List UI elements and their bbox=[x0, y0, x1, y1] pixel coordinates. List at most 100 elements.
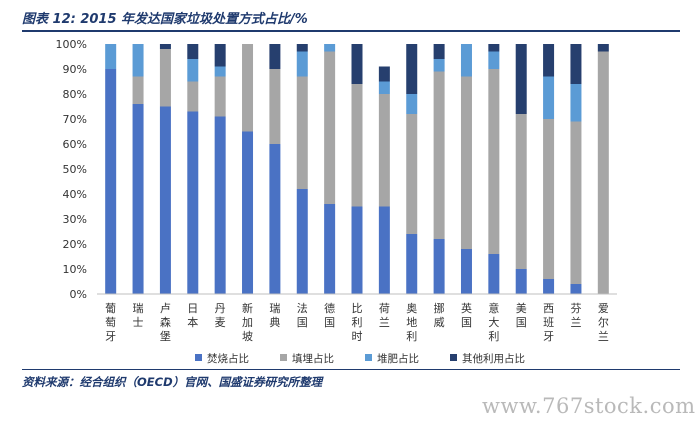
bar-segment-incineration bbox=[433, 239, 445, 294]
x-category-label: 日本 bbox=[187, 302, 198, 329]
bar-segment-landfill bbox=[242, 44, 254, 132]
bar-segment-incineration bbox=[132, 104, 144, 294]
bar-segment-incineration bbox=[351, 206, 363, 294]
bar-segment-other bbox=[159, 44, 171, 49]
bar-segment-incineration bbox=[378, 206, 390, 294]
legend-label: 堆肥占比 bbox=[377, 352, 419, 365]
y-tick-label: 10% bbox=[63, 263, 87, 276]
bar-segment-landfill bbox=[597, 51, 609, 294]
x-category-label: 卢森堡 bbox=[160, 302, 171, 343]
y-tick-label: 100% bbox=[56, 38, 87, 51]
legend-swatch-incineration bbox=[195, 354, 202, 361]
bar-segment-landfill bbox=[187, 81, 199, 112]
legend-swatch-compost bbox=[365, 354, 372, 361]
bar-segment-incineration bbox=[105, 69, 117, 294]
y-tick-label: 40% bbox=[63, 188, 87, 201]
x-category-label: 瑞典 bbox=[269, 301, 280, 329]
bar-segment-other bbox=[214, 44, 226, 67]
x-category-label: 西班牙 bbox=[543, 302, 554, 343]
y-tick-label: 80% bbox=[63, 88, 87, 101]
bar-segment-landfill bbox=[269, 69, 281, 144]
x-category-label: 德国 bbox=[324, 301, 335, 329]
bar-segment-landfill bbox=[515, 114, 527, 269]
bar-segment-incineration bbox=[515, 269, 527, 294]
legend-label: 焚烧占比 bbox=[207, 352, 249, 365]
bar-segment-incineration bbox=[570, 284, 582, 294]
bar-segment-landfill bbox=[433, 71, 445, 239]
bar-segment-compost bbox=[132, 44, 144, 77]
x-category-label: 瑞士 bbox=[133, 301, 144, 329]
bar-segment-other bbox=[296, 44, 308, 52]
stacked-bar-chart: 0% 10% 20% 30% 40% 50% 60% 70% 80% 90% 100% 葡萄牙 瑞士卢… bbox=[56, 38, 617, 365]
y-tick-label: 20% bbox=[63, 238, 87, 251]
x-category-label: 葡萄牙 bbox=[105, 302, 116, 343]
bar-segment-compost bbox=[543, 76, 555, 119]
bar-area bbox=[105, 44, 609, 294]
bar-segment-other bbox=[597, 44, 609, 52]
x-category-label: 荷兰 bbox=[379, 302, 390, 329]
bar-segment-incineration bbox=[488, 254, 500, 294]
bar-segment-compost bbox=[324, 44, 336, 52]
x-category-label: 意大利 bbox=[488, 301, 499, 343]
bar-segment-landfill bbox=[378, 94, 390, 207]
bar-segment-compost bbox=[488, 51, 500, 69]
legend-label: 填埋占比 bbox=[292, 352, 334, 365]
x-category-label: 英国 bbox=[461, 301, 472, 329]
x-category-label: 丹麦 bbox=[215, 302, 226, 329]
legend-label: 其他利用占比 bbox=[462, 352, 525, 365]
bar-segment-compost bbox=[406, 94, 418, 114]
bar-segment-landfill bbox=[488, 69, 500, 254]
watermark: www.767stock.com bbox=[482, 394, 696, 418]
footer-divider bbox=[22, 369, 680, 370]
bar-segment-incineration bbox=[460, 249, 472, 294]
bar-segment-other bbox=[543, 44, 555, 77]
bar-segment-landfill bbox=[324, 51, 336, 204]
x-category-label: 新加坡 bbox=[242, 301, 253, 343]
x-category-label: 挪威 bbox=[434, 301, 445, 329]
bar-segment-other bbox=[488, 44, 500, 52]
bar-segment-compost bbox=[214, 66, 226, 77]
legend-swatch-other bbox=[450, 354, 457, 361]
bar-segment-compost bbox=[433, 59, 445, 72]
x-category-label: 美国 bbox=[516, 302, 527, 329]
bar-segment-incineration bbox=[269, 144, 281, 294]
bar-segment-landfill bbox=[296, 76, 308, 189]
bar-segment-other bbox=[351, 44, 363, 84]
bar-segment-compost bbox=[570, 84, 582, 122]
y-tick-label: 50% bbox=[63, 163, 87, 176]
bar-segment-other bbox=[433, 44, 445, 59]
y-tick-label: 90% bbox=[63, 63, 87, 76]
bar-segment-landfill bbox=[214, 76, 226, 117]
bar-segment-other bbox=[570, 44, 582, 84]
bar-segment-incineration bbox=[159, 106, 171, 294]
x-category-label: 芬兰 bbox=[570, 302, 581, 329]
legend: 焚烧占比 填埋占比 堆肥占比 其他利用占比 bbox=[195, 352, 525, 365]
x-category-label: 奥地利 bbox=[406, 301, 417, 343]
bar-segment-other bbox=[187, 44, 199, 59]
bar-segment-landfill bbox=[406, 114, 418, 234]
bar-segment-incineration bbox=[324, 204, 336, 294]
bar-segment-incineration bbox=[296, 189, 308, 294]
bar-segment-landfill bbox=[159, 49, 171, 107]
bar-segment-other bbox=[515, 44, 527, 114]
bar-segment-other bbox=[378, 66, 390, 82]
bar-segment-other bbox=[406, 44, 418, 94]
bar-segment-landfill bbox=[543, 119, 555, 279]
bar-segment-incineration bbox=[543, 279, 555, 294]
y-axis: 0% 10% 20% 30% 40% 50% 60% 70% 80% 90% 100% bbox=[56, 38, 87, 301]
bar-segment-incineration bbox=[187, 111, 199, 294]
bar-segment-landfill bbox=[351, 84, 363, 207]
x-category-label: 法国 bbox=[297, 301, 308, 329]
bar-segment-other bbox=[269, 44, 281, 69]
bar-segment-compost bbox=[460, 44, 472, 77]
bar-segment-incineration bbox=[242, 131, 254, 294]
bar-segment-compost bbox=[296, 51, 308, 77]
bar-segment-compost bbox=[187, 59, 199, 82]
legend-swatch-landfill bbox=[280, 354, 287, 361]
title-divider bbox=[22, 30, 680, 32]
bar-segment-compost bbox=[105, 44, 117, 69]
x-category-label: 爱尔兰 bbox=[598, 302, 609, 343]
bar-segment-incineration bbox=[214, 116, 226, 294]
bar-segment-incineration bbox=[406, 234, 418, 294]
